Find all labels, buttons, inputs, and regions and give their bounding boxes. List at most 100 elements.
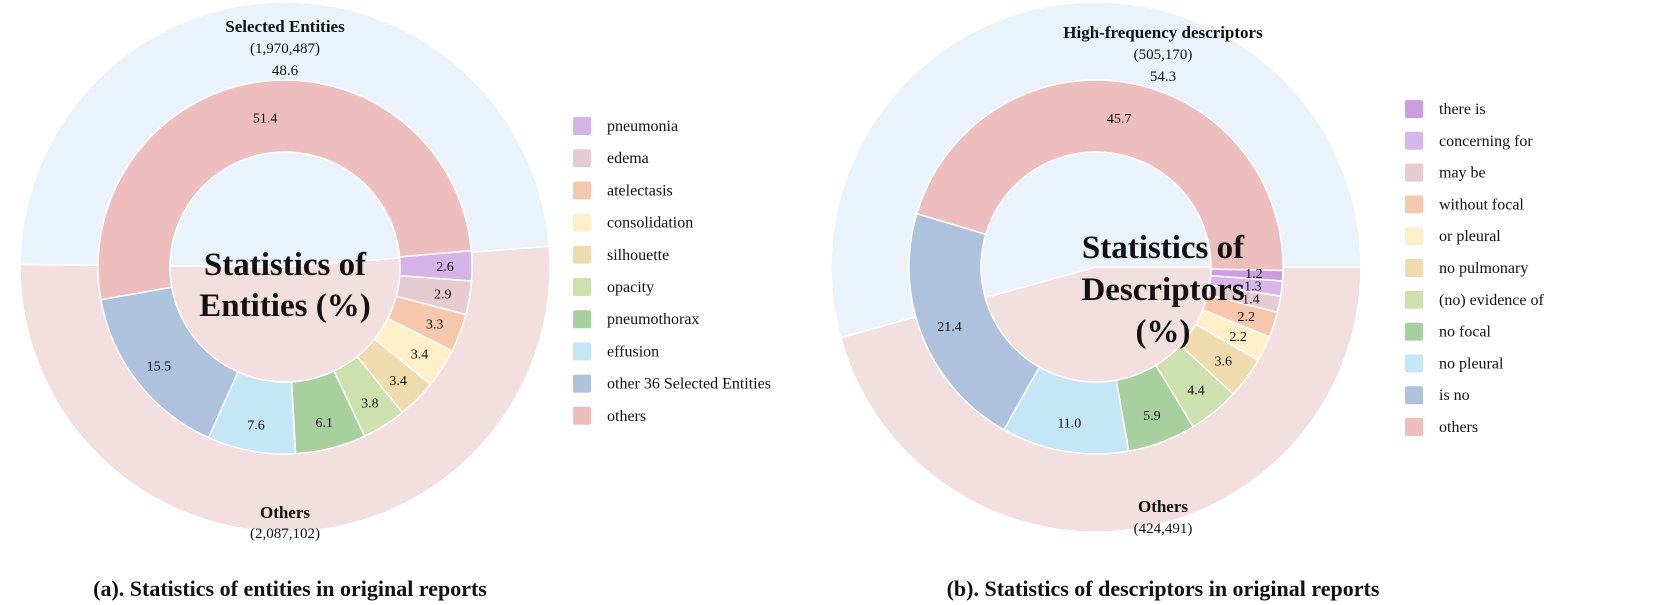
chart-b-slice-labels: 1.21.31.4 2.2 2.2 3.6 4.4 5.9 11.0 21.4 45.7 [937, 112, 1262, 432]
legend-swatch [1405, 322, 1423, 341]
legend-swatch [573, 342, 591, 361]
inner-slice-value-label: 5.9 [1143, 409, 1161, 424]
legend-swatch [573, 310, 591, 329]
legend-label: effusion [607, 343, 659, 360]
inner-slice [395, 274, 473, 316]
inner-slice-value-label: 45.7 [1107, 112, 1132, 127]
chart-b-outer-selected-count: (505,170) [1134, 47, 1193, 63]
chart-b-center-title-line1: Statistics of [1082, 230, 1245, 266]
inner-slice [1194, 309, 1271, 362]
inner-slice [97, 79, 473, 301]
inner-slice-value-label: 51.4 [253, 111, 278, 126]
inner-slice [1208, 274, 1284, 298]
chart-b: 1.21.31.4 2.2 2.2 3.6 4.4 5.9 11.0 21.4 45.7 Hig… [830, 1, 1545, 601]
chart-b-center-title-line3: (%) [1136, 314, 1191, 350]
chart-a-outer-selected-value: 48.6 [272, 63, 299, 79]
inner-slice [915, 79, 1284, 272]
legend-label: edema [607, 150, 649, 167]
inner-slice [373, 317, 454, 386]
inner-slice-value-label: 1.4 [1242, 293, 1260, 308]
inner-slice-value-label: 11.0 [1057, 417, 1081, 432]
chart-a-center-title-line2: Entities (%) [199, 288, 370, 324]
legend-label: consolidation [607, 215, 693, 232]
legend-swatch [573, 374, 591, 393]
inner-slice-value-label: 2.2 [1229, 330, 1247, 345]
chart-b-center-title-line2: Descriptors [1081, 272, 1244, 308]
legend-swatch [573, 181, 591, 200]
chart-b-legend: there is concerning for may be without foca… [1405, 100, 1545, 436]
legend-label: concerning for [1439, 133, 1533, 150]
inner-slice [1179, 323, 1260, 396]
inner-slice-value-label: 2.9 [434, 288, 452, 303]
chart-b-outer-others-count: (424,491) [1134, 521, 1193, 537]
legend-label: atelectasis [607, 182, 673, 199]
legend-swatch [1405, 418, 1423, 436]
inner-slice [1002, 366, 1130, 455]
legend-label: there is [1439, 101, 1486, 118]
inner-slice-value-label: 21.4 [937, 320, 962, 335]
legend-label: without focal [1439, 196, 1524, 213]
inner-slice-value-label: 1.2 [1245, 267, 1263, 282]
chart-b-outer-selected-name: High-frequency descriptors [1063, 23, 1263, 42]
legend-swatch [573, 149, 591, 168]
inner-slice [908, 212, 1041, 431]
inner-slice [356, 338, 432, 414]
legend-swatch [1405, 259, 1423, 277]
legend-label: pneumonia [607, 118, 678, 135]
inner-slice [1154, 344, 1235, 428]
legend-label: pneumothorax [607, 311, 699, 328]
chart-a-center-title-line1: Statistics of [204, 247, 367, 283]
legend-swatch [573, 278, 591, 296]
legend-swatch [573, 213, 591, 232]
inner-slice-value-label: 4.4 [1187, 383, 1205, 398]
chart-a-outer-selected-name: Selected Entities [225, 17, 345, 36]
chart-b-inner-ring [908, 79, 1284, 455]
chart-b-outer-selected-value: 54.3 [1150, 69, 1176, 85]
legend-label: other 36 Selected Entities [607, 376, 771, 393]
legend-swatch [1405, 290, 1423, 309]
legend-label: no pleural [1439, 355, 1504, 372]
legend-swatch [573, 245, 591, 264]
legend-swatch [1405, 386, 1423, 405]
inner-slice [332, 355, 404, 438]
inner-slice-value-label: 3.4 [411, 348, 429, 363]
legend-label: silhouette [607, 247, 669, 264]
legend-label: no pulmonary [1439, 260, 1528, 277]
chart-a-slice-labels: 2.6 2.9 3.3 3.4 3.4 3.8 6.1 7.6 15.5 51.4 [147, 111, 454, 433]
legend-label: (no) evidence of [1439, 292, 1545, 309]
inner-slice-value-label: 7.6 [247, 418, 265, 433]
chart-a-legend: pneumonia edema atelectasis consolidation si… [573, 117, 771, 425]
chart-b-outer-others-name: Others [1138, 497, 1188, 516]
legend-label: is no [1439, 387, 1470, 404]
legend-label: opacity [607, 279, 654, 296]
legend-swatch [1405, 131, 1423, 150]
legend-swatch [1405, 227, 1423, 246]
inner-slice-value-label: 3.3 [426, 318, 444, 333]
inner-slice-value-label: 2.6 [436, 260, 454, 275]
chart-a-outer-others-name: Others [260, 503, 310, 522]
legend-swatch [573, 117, 591, 135]
inner-slice-value-label: 3.8 [361, 397, 379, 412]
inner-slice-value-label: 6.1 [316, 416, 334, 431]
chart-b-caption: (b). Statistics of descriptors in origin… [947, 576, 1380, 601]
inner-slice-value-label: 1.3 [1244, 279, 1262, 294]
inner-slice-value-label: 2.2 [1238, 310, 1256, 325]
inner-slice [386, 295, 467, 352]
legend-label: may be [1439, 165, 1486, 182]
chart-a-outer-others-count: (2,087,102) [250, 526, 320, 542]
legend-label: others [1439, 419, 1478, 436]
inner-slice [100, 286, 239, 439]
inner-slice [290, 370, 366, 455]
inner-slice [1115, 364, 1195, 452]
legend-swatch [1405, 163, 1423, 182]
inner-slice [207, 370, 297, 455]
inner-slice-value-label: 15.5 [147, 359, 172, 374]
inner-slice-value-label: 3.6 [1214, 355, 1232, 370]
legend-label: no focal [1439, 324, 1492, 341]
chart-a-caption: (a). Statistics of entities in original … [93, 576, 487, 601]
legend-swatch [1405, 100, 1423, 118]
inner-slice-value-label: 3.4 [389, 374, 407, 389]
chart-a: 2.6 2.9 3.3 3.4 3.4 3.8 6.1 7.6 15.5 51.4 Selecte… [19, 1, 771, 601]
legend-swatch [1405, 354, 1423, 373]
